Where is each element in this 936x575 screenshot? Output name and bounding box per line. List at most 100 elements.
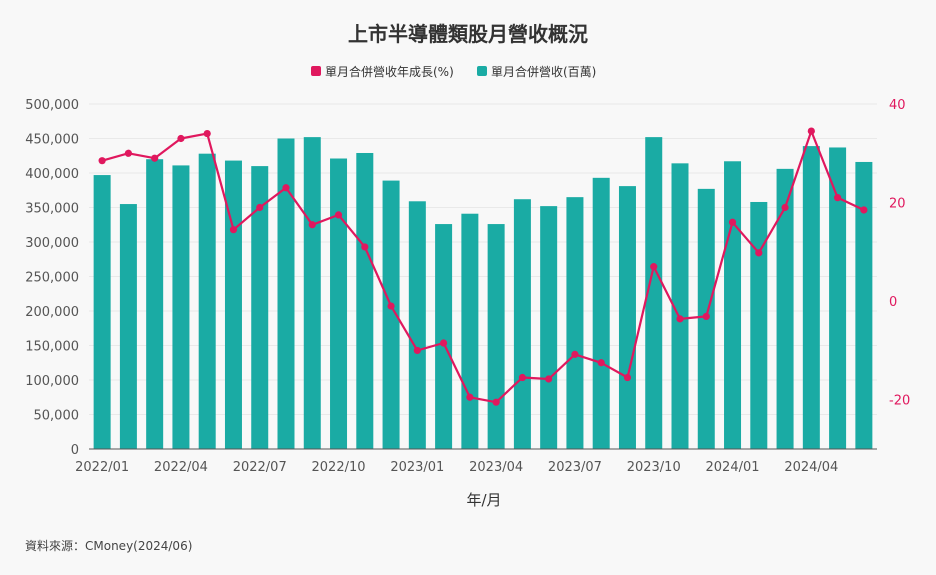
growth-point bbox=[440, 339, 448, 347]
left-axis-tick-label: 150,000 bbox=[25, 340, 79, 355]
growth-point bbox=[755, 249, 763, 257]
revenue-bar bbox=[750, 201, 768, 449]
x-axis-tick-label: 2022/01 bbox=[75, 460, 129, 475]
legend-label-revenue: 單月合併營收(百萬) bbox=[491, 64, 596, 79]
left-axis-tick-label: 300,000 bbox=[25, 236, 79, 251]
growth-point bbox=[571, 350, 579, 358]
growth-point bbox=[623, 373, 632, 382]
legend-item-growth[interactable]: 單月合併營收年成長(%) bbox=[311, 64, 454, 79]
growth-line bbox=[98, 127, 868, 406]
x-axis-tick-label: 2023/10 bbox=[627, 460, 681, 475]
growth-point bbox=[151, 154, 159, 162]
revenue-bar bbox=[671, 163, 689, 449]
growth-point bbox=[597, 359, 605, 367]
x-axis-tick-label: 2024/04 bbox=[784, 460, 838, 475]
left-axis-tick-label: 250,000 bbox=[25, 271, 79, 286]
source-note: 資料來源：CMoney(2024/06) bbox=[25, 539, 192, 553]
grid bbox=[89, 103, 877, 450]
growth-point bbox=[518, 373, 527, 382]
growth-point bbox=[203, 129, 211, 138]
revenue-bar bbox=[251, 166, 269, 449]
revenue-bar bbox=[277, 138, 295, 449]
growth-point bbox=[229, 226, 238, 234]
left-axis-tick-label: 500,000 bbox=[25, 98, 79, 113]
left-axis-tick-label: 50,000 bbox=[34, 409, 80, 424]
growth-point bbox=[334, 211, 343, 219]
revenue-bar bbox=[330, 158, 348, 449]
legend-item-revenue[interactable]: 單月合併營收(百萬) bbox=[477, 64, 596, 79]
revenue-bar bbox=[356, 152, 374, 450]
growth-point bbox=[413, 346, 421, 355]
revenue-bar bbox=[645, 137, 663, 449]
revenue-bar bbox=[724, 161, 742, 449]
right-axis-tick-label: 0 bbox=[889, 295, 897, 310]
revenue-bar bbox=[540, 206, 558, 449]
growth-point bbox=[702, 312, 710, 321]
left-axis-tick-label: 350,000 bbox=[25, 202, 79, 217]
left-axis-tick-label: 100,000 bbox=[25, 374, 79, 389]
chart-title: 上市半導體類股月營收概況 bbox=[348, 22, 588, 46]
revenue-bar bbox=[224, 160, 242, 449]
revenue-bar bbox=[198, 153, 216, 449]
x-axis-tick-label: 2022/10 bbox=[312, 460, 366, 475]
revenue-bar bbox=[172, 165, 190, 449]
revenue-bar bbox=[119, 204, 137, 449]
growth-point bbox=[492, 398, 500, 406]
x-axis-tick-label: 2022/07 bbox=[233, 460, 287, 475]
growth-point bbox=[256, 203, 264, 212]
left-axis-tick-label: 0 bbox=[71, 443, 79, 458]
revenue-bar bbox=[146, 159, 164, 449]
growth-point bbox=[807, 127, 815, 135]
revenue-bar bbox=[566, 197, 584, 449]
growth-point bbox=[676, 315, 684, 323]
revenue-bar bbox=[435, 224, 453, 449]
right-axis-tick-label: -20 bbox=[889, 394, 910, 409]
revenue-bars bbox=[93, 137, 873, 450]
right-axis-tick-label: 40 bbox=[889, 98, 906, 113]
x-axis: 2022/01 2022/04 2022/07 2022/10 2023/01 2023/… bbox=[75, 448, 877, 475]
revenue-bar bbox=[513, 199, 531, 449]
revenue-bar bbox=[303, 137, 321, 449]
left-axis-tick-label: 200,000 bbox=[25, 305, 79, 320]
revenue-bar bbox=[408, 201, 426, 449]
left-axis-tick-label: 450,000 bbox=[25, 133, 79, 148]
growth-point bbox=[545, 375, 553, 383]
revenue-bar bbox=[829, 147, 847, 449]
legend-swatch-growth bbox=[311, 66, 321, 76]
growth-point bbox=[308, 221, 316, 229]
growth-point bbox=[466, 393, 474, 401]
x-axis-tick-label: 2023/04 bbox=[469, 460, 523, 475]
growth-point bbox=[124, 149, 132, 157]
right-axis: -20 0 20 40 bbox=[889, 98, 910, 409]
revenue-bar bbox=[382, 180, 400, 449]
x-axis-tick-label: 2022/04 bbox=[154, 460, 208, 475]
x-axis-tick-label: 2023/01 bbox=[390, 460, 444, 475]
legend-swatch-revenue bbox=[477, 66, 487, 76]
growth-point bbox=[650, 263, 658, 271]
growth-point bbox=[834, 194, 842, 202]
revenue-bar bbox=[776, 168, 794, 450]
growth-point bbox=[282, 184, 290, 192]
growth-point bbox=[387, 302, 395, 310]
growth-point bbox=[728, 218, 737, 226]
growth-point bbox=[860, 206, 868, 214]
legend-label-growth: 單月合併營收年成長(%) bbox=[325, 64, 454, 79]
growth-point bbox=[781, 203, 789, 212]
x-axis-tick-label: 2024/01 bbox=[706, 460, 760, 475]
right-axis-tick-label: 20 bbox=[889, 197, 906, 212]
left-axis: 0 50,000 100,000 150,000 200,000 250,000 300,0… bbox=[25, 98, 79, 458]
revenue-bar bbox=[802, 146, 820, 449]
growth-line-path bbox=[101, 130, 865, 404]
growth-point bbox=[98, 157, 106, 165]
legend[interactable]: 單月合併營收年成長(%) 單月合併營收(百萬) bbox=[311, 64, 596, 79]
growth-point bbox=[177, 134, 185, 143]
growth-point bbox=[361, 243, 369, 251]
x-axis-tick-label: 2023/07 bbox=[548, 460, 602, 475]
left-axis-tick-label: 400,000 bbox=[25, 167, 79, 182]
revenue-bar bbox=[93, 175, 111, 449]
revenue-bar bbox=[487, 224, 505, 449]
revenue-bar bbox=[618, 186, 636, 450]
revenue-bar bbox=[855, 161, 873, 449]
x-axis-title: 年/月 bbox=[466, 491, 501, 509]
